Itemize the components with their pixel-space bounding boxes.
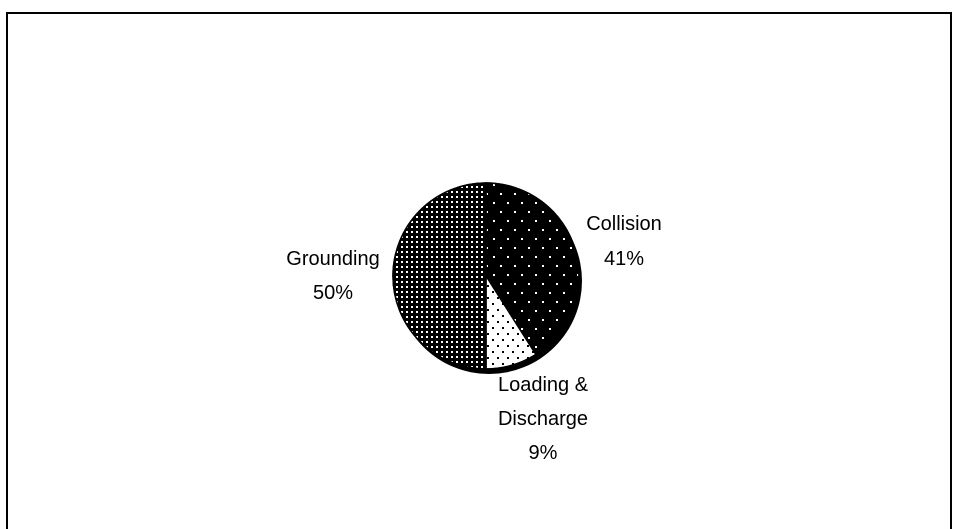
label-loading-line1: Loading & xyxy=(498,374,589,396)
label-loading-discharge: Loading & Discharge 9% xyxy=(498,374,589,464)
label-loading-percent: 9% xyxy=(529,442,558,464)
pie-slices xyxy=(392,182,580,370)
pie-outline xyxy=(392,182,580,370)
label-grounding: Grounding 50% xyxy=(286,248,379,304)
label-grounding-name: Grounding xyxy=(286,248,379,270)
label-loading-line2: Discharge xyxy=(498,408,588,430)
label-collision: Collision 41% xyxy=(586,213,662,270)
label-collision-name: Collision xyxy=(586,213,662,235)
label-grounding-percent: 50% xyxy=(313,282,353,304)
pie-slice-grounding xyxy=(392,182,487,370)
label-collision-percent: 41% xyxy=(604,248,644,270)
